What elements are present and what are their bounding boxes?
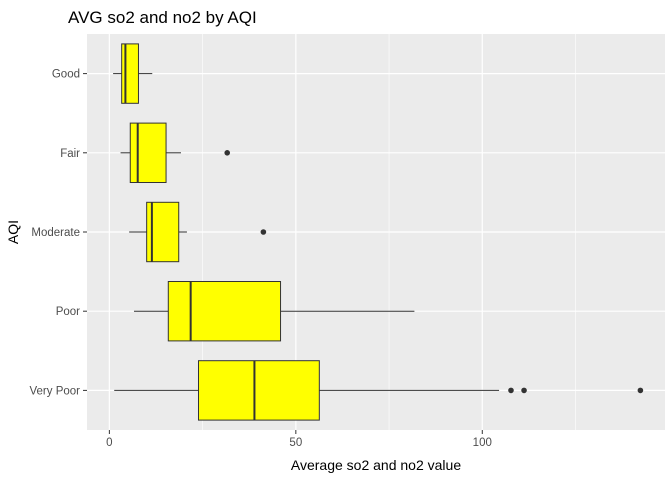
- box-moderate: [129, 201, 267, 263]
- y-tick-label: Good: [52, 69, 80, 81]
- box-iqr: [129, 122, 167, 183]
- outlier-point: [637, 387, 644, 394]
- box-iqr: [167, 281, 282, 342]
- y-tick-label: Poor: [56, 306, 80, 318]
- x-tick-label: 100: [473, 437, 492, 449]
- outlier-point: [224, 150, 231, 156]
- y-tick-label: Fair: [60, 148, 80, 160]
- y-axis-title: AQI: [5, 220, 21, 244]
- y-tick-label: Very Poor: [30, 385, 81, 397]
- box-poor: [133, 281, 415, 342]
- box-series: [113, 43, 644, 421]
- box-iqr: [121, 43, 139, 104]
- box-fair: [120, 122, 231, 183]
- chart-title: AVG so2 and no2 by AQI: [68, 8, 257, 27]
- outlier-point: [508, 387, 514, 394]
- x-tick-label: 50: [289, 437, 302, 449]
- box-very-poor: [114, 360, 644, 421]
- x-axis-title: Average so2 and no2 value: [291, 457, 461, 473]
- axis-ticks: 0 50 100 Good Fair Moderate Poor Very Poor: [30, 69, 492, 449]
- box-iqr: [197, 360, 320, 421]
- outlier-point: [260, 229, 267, 235]
- x-tick-label: 0: [106, 437, 112, 449]
- box-good: [113, 43, 153, 104]
- y-tick-label: Moderate: [31, 227, 80, 239]
- outlier-point: [521, 387, 527, 394]
